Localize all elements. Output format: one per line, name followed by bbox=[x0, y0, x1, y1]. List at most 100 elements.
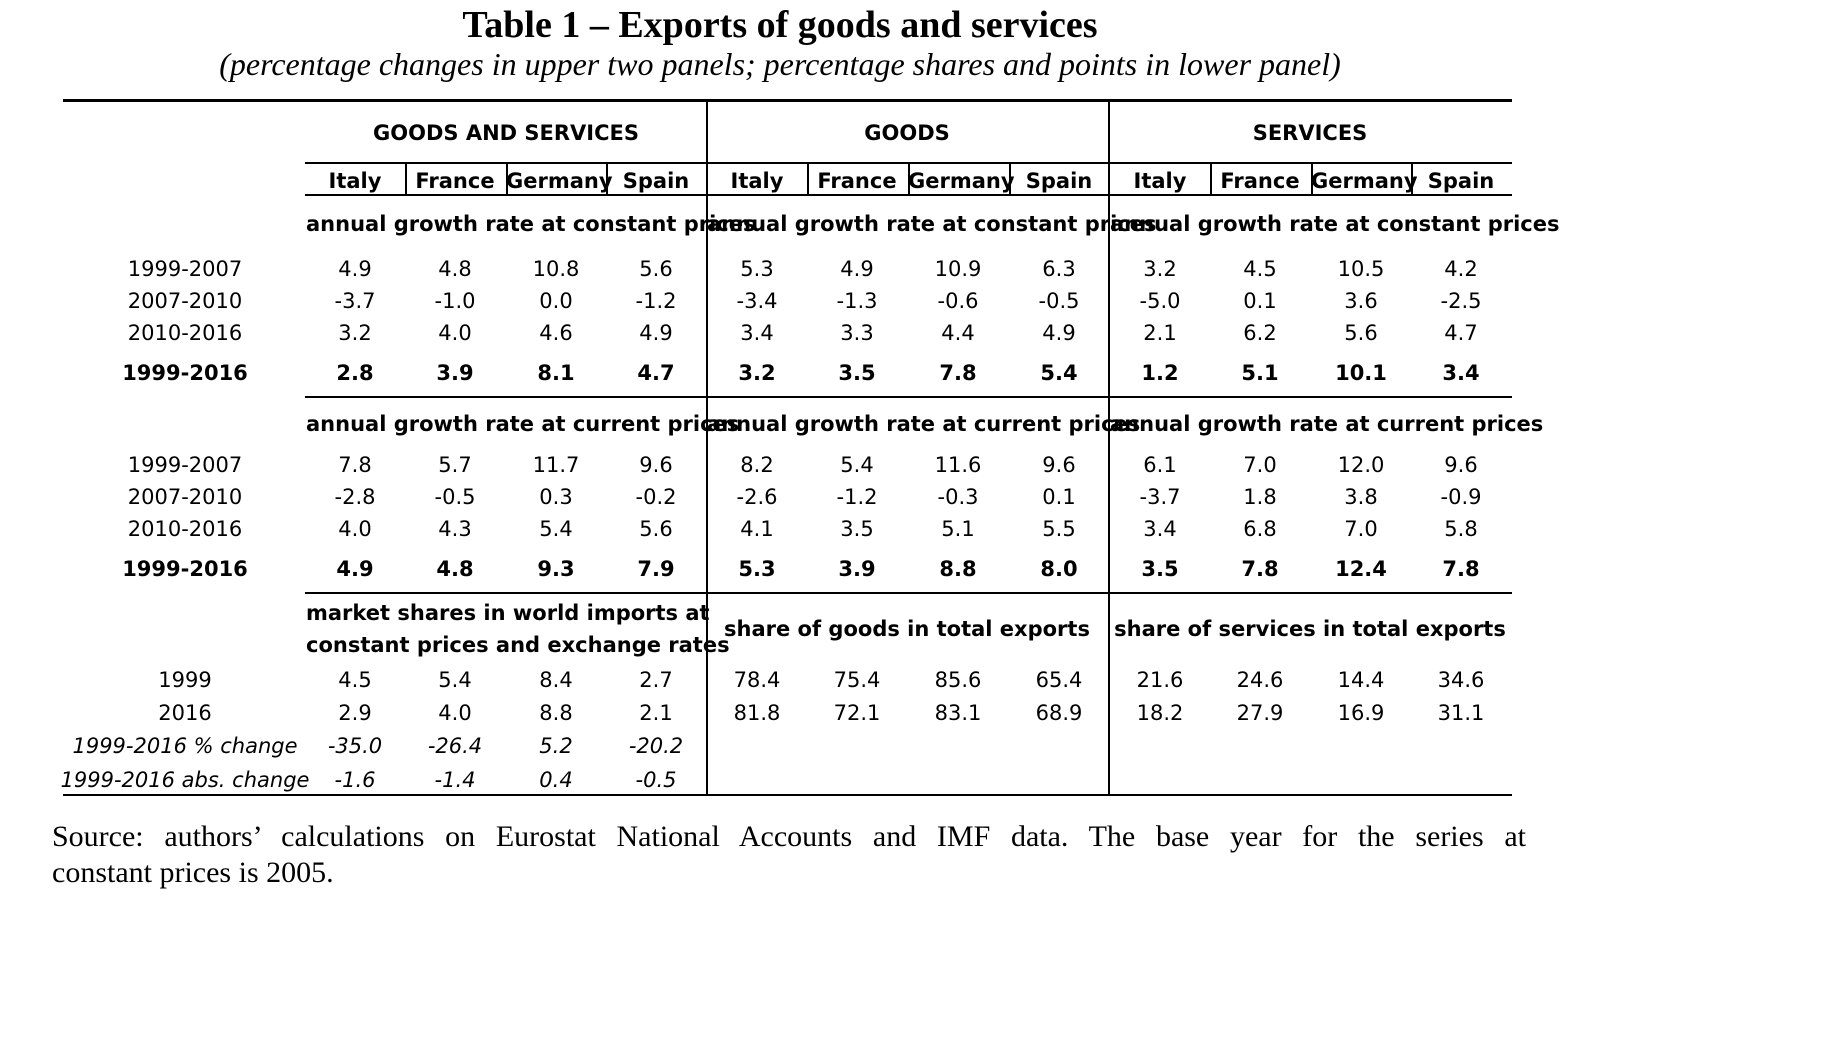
table-cell: 10.9 bbox=[934, 257, 982, 281]
table-cell: 1.2 bbox=[1141, 361, 1179, 385]
table-cell: 4.0 bbox=[438, 701, 472, 725]
table-cell: 4.3 bbox=[438, 517, 472, 541]
table-cell: 12.4 bbox=[1335, 557, 1387, 581]
table-cell: 21.6 bbox=[1136, 668, 1184, 692]
group-header-goods: GOODS bbox=[864, 121, 950, 145]
table-cell: 5.4 bbox=[840, 453, 874, 477]
table-cell: 3.2 bbox=[738, 361, 776, 385]
table-cell: -0.5 bbox=[635, 768, 677, 792]
table-cell: 4.8 bbox=[436, 557, 474, 581]
table-cell: 3.9 bbox=[838, 557, 876, 581]
table-cell: 0.4 bbox=[539, 768, 573, 792]
country-header-spain: Spain bbox=[1025, 169, 1093, 193]
table-cell: 10.8 bbox=[532, 257, 580, 281]
row-label: 2010-2016 bbox=[127, 321, 243, 345]
table-cell: -3.7 bbox=[334, 289, 376, 313]
panel3-subheader-line1: market shares in world imports at bbox=[306, 601, 710, 625]
table-cell: 72.1 bbox=[833, 701, 881, 725]
table-cell: 5.4 bbox=[539, 517, 573, 541]
table-cell: 31.1 bbox=[1437, 701, 1485, 725]
row-label: 2007-2010 bbox=[127, 485, 243, 509]
top-rule bbox=[63, 99, 1512, 102]
table-subtitle: (percentage changes in upper two panels;… bbox=[219, 46, 1341, 82]
table-cell: 7.0 bbox=[1243, 453, 1277, 477]
table-cell: 8.8 bbox=[539, 701, 573, 725]
table-cell: 5.6 bbox=[639, 517, 673, 541]
table-cell: -1.2 bbox=[836, 485, 878, 509]
table-cell: 5.4 bbox=[438, 668, 472, 692]
divider-services bbox=[1108, 101, 1110, 794]
table-cell: 0.1 bbox=[1243, 289, 1277, 313]
table-cell: 18.2 bbox=[1136, 701, 1184, 725]
table-cell: 7.8 bbox=[1241, 557, 1279, 581]
table-cell: 2.1 bbox=[1143, 321, 1177, 345]
table-cell: 5.6 bbox=[639, 257, 673, 281]
table-cell: 3.5 bbox=[838, 361, 876, 385]
table-cell: 2.9 bbox=[338, 701, 372, 725]
table-cell: 4.4 bbox=[941, 321, 975, 345]
table-cell: 11.6 bbox=[934, 453, 982, 477]
table-cell: 3.6 bbox=[1344, 289, 1378, 313]
table-cell: 5.7 bbox=[438, 453, 472, 477]
table-cell: -2.6 bbox=[736, 485, 778, 509]
table-cell: 75.4 bbox=[833, 668, 881, 692]
table-cell: -2.8 bbox=[334, 485, 376, 509]
table-cell: 0.3 bbox=[539, 485, 573, 509]
table-cell: -1.0 bbox=[434, 289, 476, 313]
table-cell: 5.4 bbox=[1040, 361, 1078, 385]
table-cell: 5.1 bbox=[941, 517, 975, 541]
table-cell: -5.0 bbox=[1139, 289, 1181, 313]
row-label: 1999-2016 bbox=[122, 557, 248, 581]
table-cell: -0.6 bbox=[937, 289, 979, 313]
table-cell: 27.9 bbox=[1236, 701, 1284, 725]
table-cell: 10.1 bbox=[1335, 361, 1387, 385]
table-cell: 8.8 bbox=[939, 557, 977, 581]
source-note-line2: constant prices is 2005. bbox=[52, 856, 334, 889]
row-label: 1999-2016 abs. change bbox=[60, 768, 310, 792]
table-cell: 8.2 bbox=[740, 453, 774, 477]
table-cell: 11.7 bbox=[532, 453, 580, 477]
row-label: 1999 bbox=[158, 668, 212, 692]
table-cell: 9.6 bbox=[1042, 453, 1076, 477]
table-cell: -0.2 bbox=[635, 485, 677, 509]
panel2-subheader: annual growth rate at current prices bbox=[707, 412, 1141, 436]
table-cell: 4.8 bbox=[438, 257, 472, 281]
table-cell: 3.4 bbox=[1442, 361, 1480, 385]
country-divider bbox=[908, 163, 910, 194]
table-cell: 68.9 bbox=[1035, 701, 1083, 725]
table-cell: 85.6 bbox=[934, 668, 982, 692]
table-cell: -1.3 bbox=[836, 289, 878, 313]
country-divider bbox=[1311, 163, 1313, 194]
table-cell: -20.2 bbox=[628, 734, 684, 758]
row-label: 2007-2010 bbox=[127, 289, 243, 313]
table-cell: 0.0 bbox=[539, 289, 573, 313]
table-cell: 7.0 bbox=[1344, 517, 1378, 541]
table-cell: 78.4 bbox=[733, 668, 781, 692]
table-cell: 3.2 bbox=[1143, 257, 1177, 281]
panel1-subheader: annual growth rate at constant prices bbox=[707, 212, 1157, 236]
table-cell: 8.1 bbox=[537, 361, 575, 385]
country-divider bbox=[807, 163, 809, 194]
bottom-rule bbox=[63, 794, 1512, 796]
table-cell: 2.7 bbox=[639, 668, 673, 692]
table-cell: 4.7 bbox=[1444, 321, 1478, 345]
table-cell: 2.1 bbox=[639, 701, 673, 725]
table-cell: 9.6 bbox=[1444, 453, 1478, 477]
country-header-germany: Germany bbox=[1311, 169, 1418, 193]
row-label: 1999-2007 bbox=[127, 453, 243, 477]
table-cell: -35.0 bbox=[327, 734, 383, 758]
table-cell: 3.4 bbox=[1143, 517, 1177, 541]
table-cell: 1.8 bbox=[1243, 485, 1277, 509]
country-underline bbox=[305, 194, 1512, 196]
table-cell: 4.9 bbox=[639, 321, 673, 345]
panel3-subheader-goods: share of goods in total exports bbox=[724, 617, 1090, 641]
table-cell: 9.6 bbox=[639, 453, 673, 477]
panel2-subheader: annual growth rate at current prices bbox=[306, 412, 740, 436]
table-cell: 5.3 bbox=[738, 557, 776, 581]
country-divider bbox=[506, 163, 508, 194]
table-cell: 65.4 bbox=[1035, 668, 1083, 692]
table-cell: 5.8 bbox=[1444, 517, 1478, 541]
row-label: 1999-2016 bbox=[122, 361, 248, 385]
group-header-services: SERVICES bbox=[1252, 121, 1368, 145]
table-cell: 4.6 bbox=[539, 321, 573, 345]
